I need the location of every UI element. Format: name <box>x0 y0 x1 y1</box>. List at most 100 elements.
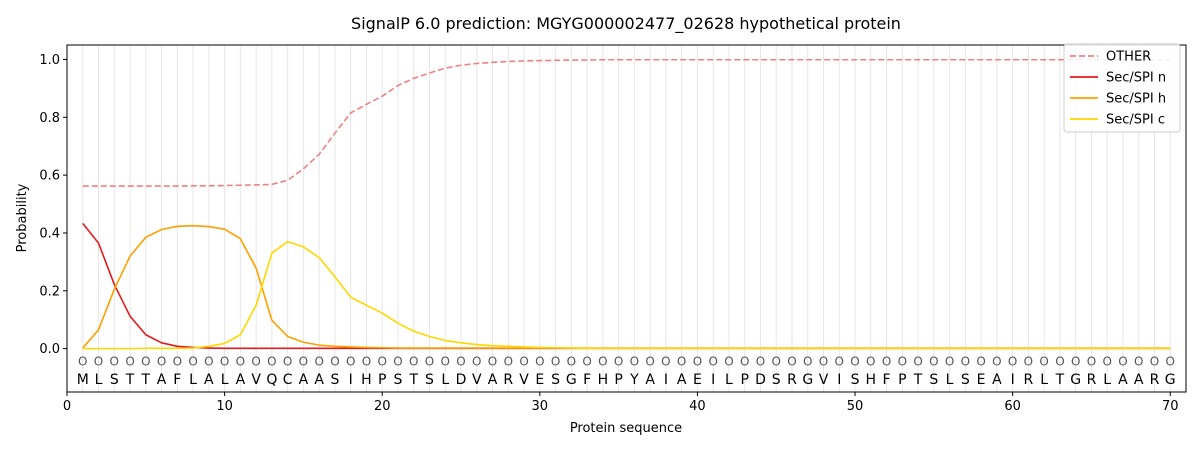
residue-label: F <box>883 372 891 388</box>
region-marker: O <box>1039 355 1048 369</box>
x-tick-label: 10 <box>216 399 233 414</box>
residue-label: V <box>251 372 261 388</box>
residue-label: L <box>946 372 954 388</box>
residue-label: P <box>740 372 748 388</box>
residue-label: F <box>173 372 181 388</box>
region-marker: O <box>677 355 686 369</box>
residue-label: L <box>725 372 733 388</box>
residue-label: I <box>664 372 668 388</box>
region-marker: O <box>740 355 749 369</box>
region-marker: O <box>898 355 907 369</box>
residue-label: F <box>583 372 591 388</box>
region-marker: O <box>661 355 670 369</box>
legend-label: OTHER <box>1106 50 1151 65</box>
region-marker: O <box>866 355 875 369</box>
residue-label: R <box>1024 372 1034 388</box>
region-marker: O <box>519 355 528 369</box>
series-line-sec-spi-h <box>82 224 1171 349</box>
residue-label: D <box>456 372 467 388</box>
region-marker: O <box>976 355 985 369</box>
region-marker: O <box>330 355 339 369</box>
residue-label: T <box>125 372 135 388</box>
residue-label: E <box>693 372 702 388</box>
residue-label: A <box>314 372 324 388</box>
residue-label: R <box>1087 372 1097 388</box>
region-marker: O <box>141 355 150 369</box>
region-marker: O <box>756 355 765 369</box>
series-layer <box>82 58 1171 350</box>
region-marker: O <box>1055 355 1064 369</box>
region-marker: O <box>850 355 859 369</box>
residue-label: I <box>711 372 715 388</box>
y-tick-label: 1.0 <box>39 53 60 68</box>
residue-label: A <box>488 372 498 388</box>
legend-label: Sec/SPI h <box>1106 92 1166 107</box>
residue-label: H <box>361 372 372 388</box>
region-marker: O <box>1118 355 1127 369</box>
region-marker: O <box>125 355 134 369</box>
x-axis-ticks: 0 10 20 30 40 50 60 70 <box>63 392 1179 414</box>
y-axis-label: Probability <box>15 183 30 252</box>
region-marker: O <box>377 355 386 369</box>
plot-frame <box>66 44 1187 393</box>
residue-label: V <box>519 372 529 388</box>
residue-label: R <box>503 372 513 388</box>
region-marker: O <box>882 355 891 369</box>
residue-label: L <box>1103 372 1111 388</box>
region-marker: O <box>94 355 103 369</box>
residue-label: Q <box>266 372 277 388</box>
residue-label: L <box>95 372 103 388</box>
residue-label: G <box>1070 372 1081 388</box>
residue-label: V <box>819 372 829 388</box>
residue-label: R <box>1150 372 1160 388</box>
region-marker: O <box>929 355 938 369</box>
residue-label: G <box>1165 372 1176 388</box>
legend-box <box>1063 43 1181 133</box>
residue-label: A <box>645 372 655 388</box>
residue-label: P <box>614 372 622 388</box>
region-marker: O <box>992 355 1001 369</box>
residue-label: L <box>1040 372 1048 388</box>
region-marker: O <box>157 355 166 369</box>
residue-label: S <box>929 372 938 388</box>
region-marker: O <box>835 355 844 369</box>
region-marker: O <box>1166 355 1175 369</box>
residue-label: V <box>472 372 482 388</box>
residue-label: T <box>1055 372 1065 388</box>
region-marker: O <box>614 355 623 369</box>
residue-label: A <box>1134 372 1144 388</box>
residue-label: A <box>299 372 309 388</box>
region-marker: O <box>1087 355 1096 369</box>
y-axis-ticks: 0.0 0.2 0.4 0.6 0.8 1.0 <box>39 53 67 357</box>
residue-label: S <box>330 372 339 388</box>
residue-label: P <box>378 372 386 388</box>
region-marker: O <box>1134 355 1143 369</box>
region-marker: O <box>441 355 450 369</box>
residue-label: C <box>283 372 293 388</box>
region-marker: O <box>1071 355 1080 369</box>
vertical-grid <box>82 45 1171 392</box>
residue-label: E <box>535 372 544 388</box>
residue-label: S <box>551 372 560 388</box>
residue-label: G <box>802 372 813 388</box>
residue-label: H <box>866 372 877 388</box>
series-line-sec-spi-c <box>82 240 1171 350</box>
residue-label: S <box>851 372 860 388</box>
region-marker: O <box>425 355 434 369</box>
region-marker: O <box>582 355 591 369</box>
region-marker: O <box>346 355 355 369</box>
region-marker: O <box>504 355 513 369</box>
residue-label: S <box>961 372 970 388</box>
legend-label: Sec/SPI n <box>1106 71 1166 86</box>
region-marker: O <box>819 355 828 369</box>
region-marker: O <box>251 355 260 369</box>
region-marker: O <box>961 355 970 369</box>
residue-label: L <box>221 372 229 388</box>
residue-label: I <box>1011 372 1015 388</box>
region-marker: O <box>630 355 639 369</box>
y-tick-label: 0.2 <box>39 284 60 299</box>
residue-label: S <box>394 372 403 388</box>
x-tick-label: 0 <box>63 399 71 414</box>
region-marker: O <box>945 355 954 369</box>
residue-label: S <box>772 372 781 388</box>
